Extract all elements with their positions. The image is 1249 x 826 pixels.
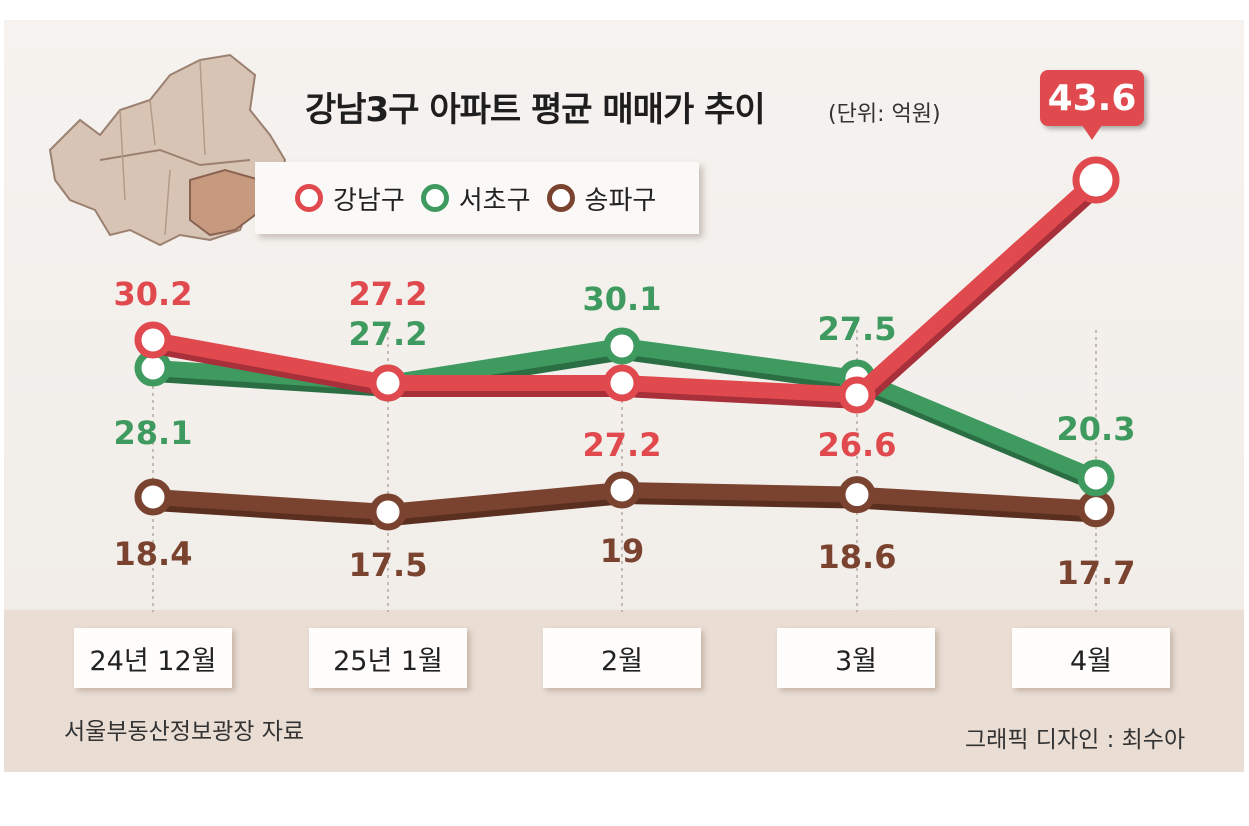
highlight-callout: 43.6 [1040, 70, 1144, 140]
point-1-2 [603, 327, 641, 365]
legend-marker-gangnam [295, 184, 323, 212]
data-label-2-3: 18.6 [818, 538, 897, 576]
point-0-3 [838, 376, 876, 414]
data-label-2-4: 17.7 [1057, 554, 1136, 592]
graphic-credit: 그래픽 디자인 : 최수아 [965, 727, 1186, 753]
legend-marker-songpa [546, 184, 575, 212]
data-label-0-2: 27.2 [583, 426, 662, 464]
data-label-0-3: 26.6 [818, 426, 897, 464]
point-0-1 [369, 364, 407, 402]
data-label-0-1: 27.2 [349, 275, 428, 313]
data-label-1-4: 20.3 [1057, 410, 1136, 448]
point-0-0 [134, 321, 172, 359]
unit-label: (단위: 억원) [828, 102, 941, 127]
point-2-1 [369, 493, 407, 531]
legend-label-seocho: 서초구 [458, 185, 531, 216]
legend-marker-seocho [420, 184, 449, 212]
data-label-2-2: 19 [600, 532, 645, 570]
point-1-4 [1077, 459, 1115, 497]
legend-item-seocho: 서초구 [420, 180, 531, 217]
legend-item-gangnam: 강남구 [295, 180, 405, 217]
data-label-0-0: 30.2 [114, 275, 193, 313]
data-label-1-0: 28.1 [114, 414, 193, 452]
x-tick-label-2: 2월 [543, 628, 701, 688]
x-tick-label-0: 24년 12월 [74, 628, 232, 688]
legend-label-gangnam: 강남구 [333, 185, 405, 216]
point-2-4 [1077, 490, 1115, 528]
data-label-2-0: 18.4 [114, 535, 193, 573]
x-tick-label-4: 4월 [1012, 628, 1170, 688]
data-label-1-1: 27.2 [349, 315, 428, 353]
data-label-2-1: 17.5 [349, 546, 428, 584]
point-2-2 [603, 471, 641, 509]
chart-title: 강남3구 아파트 평균 매매가 추이 [305, 90, 766, 130]
point-2-0 [134, 478, 172, 516]
legend-label-songpa: 송파구 [584, 185, 657, 216]
point-0-2 [603, 364, 641, 402]
point-2-3 [838, 476, 876, 514]
data-label-1-3: 27.5 [818, 310, 897, 348]
point-0-4 [1072, 156, 1120, 204]
x-tick-label-3: 3월 [777, 628, 935, 688]
data-label-1-2: 30.1 [583, 280, 662, 318]
source-note: 서울부동산정보광장 자료 [64, 719, 305, 745]
legend: 강남구 서초구 송파구 [255, 162, 699, 234]
legend-item-songpa: 송파구 [546, 180, 657, 217]
x-tick-label-1: 25년 1월 [309, 628, 467, 688]
